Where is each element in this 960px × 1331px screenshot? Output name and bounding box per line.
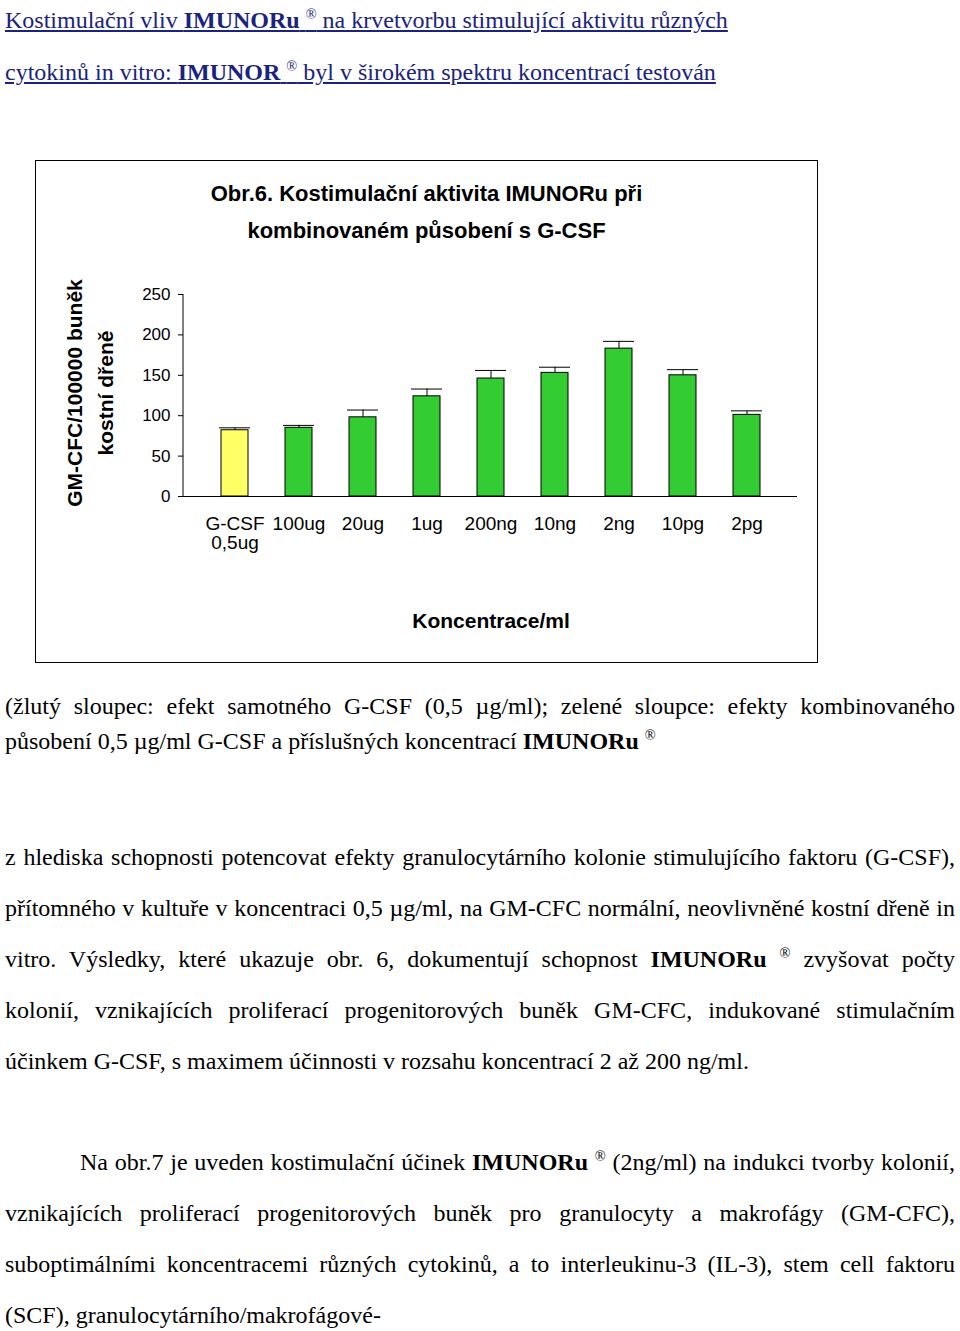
svg-text:20ug: 20ug (342, 513, 384, 534)
html-text:z hlediska schopnosti potencov: z hlediska schopnosti potencovat efekty … (5, 844, 955, 972)
html-text:GM-CFC/100000 buněk kostní dře: GM-CFC/100000 buněk kostní dřeně (63, 279, 117, 507)
svg-text:100ug: 100ug (273, 513, 326, 534)
html-text:Obr.6. Kostimulační aktivita I: Obr.6. Kostimulační aktivita IMUNORu při… (210, 181, 643, 243)
svg-text:250: 250 (142, 285, 170, 304)
svg-text:10ng: 10ng (534, 513, 576, 534)
html-text:cytokinů in vitro: IMUNOR ®byl: cytokinů in vitro: IMUNOR ®byl v širokém… (5, 58, 716, 85)
html-text:(žlutý sloupec: efekt samotnéh: (žlutý sloupec: efekt samotného G-CSF (0… (5, 693, 955, 754)
svg-text:200ng: 200ng (465, 513, 518, 534)
svg-text:10pg: 10pg (662, 513, 704, 534)
svg-text:0: 0 (161, 487, 170, 506)
svg-text:200: 200 (142, 325, 170, 344)
svg-text:150: 150 (142, 366, 170, 385)
html-text:Na obr.7 je uveden kostimulačn: Na obr.7 je uveden kostimulační účinek I… (5, 1148, 955, 1328)
svg-text:100: 100 (142, 406, 170, 425)
svg-text:1ug: 1ug (411, 513, 443, 534)
svg-text:50: 50 (152, 447, 171, 466)
svg-text:G-CSF0,5ug: G-CSF0,5ug (205, 513, 264, 553)
svg-text:2pg: 2pg (731, 513, 763, 534)
html-text:Kostimulační vliv IMUNORu ®na: Kostimulační vliv IMUNORu ®na krvetvorbu… (5, 6, 728, 33)
svg-text:2ng: 2ng (603, 513, 635, 534)
html-text:Koncentrace/ml: Koncentrace/ml (412, 609, 570, 632)
html-text:®zvyšovat počty kolonií, vznik: ®zvyšovat počty kolonií, vznikajících pr… (5, 945, 955, 1074)
